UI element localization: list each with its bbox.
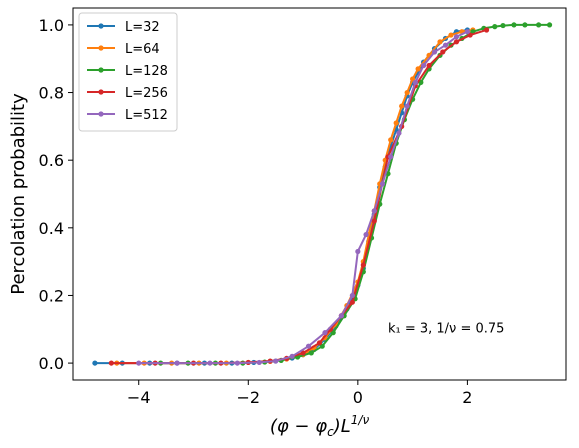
data-point xyxy=(388,137,394,143)
data-point xyxy=(464,29,470,35)
data-point xyxy=(440,49,446,55)
x-tick-label: −4 xyxy=(127,388,151,407)
data-point xyxy=(92,360,98,366)
data-point xyxy=(136,360,142,366)
x-axis-label: (φ − φc)L1/ν xyxy=(270,413,370,439)
plot-frame xyxy=(72,7,567,381)
data-point xyxy=(349,292,355,299)
data-point xyxy=(371,208,377,214)
legend-swatch-marker xyxy=(98,45,104,51)
data-point xyxy=(415,66,421,72)
data-point xyxy=(360,262,366,268)
legend-swatch-marker xyxy=(98,67,104,73)
data-point xyxy=(363,231,369,238)
legend-entry: L=128 xyxy=(87,64,168,79)
data-point xyxy=(492,24,498,30)
y-tick-label: 0.8 xyxy=(39,84,64,103)
data-point xyxy=(234,360,240,366)
data-point xyxy=(355,248,361,255)
legend-box xyxy=(78,12,178,132)
x-tick-label: 2 xyxy=(462,388,472,407)
legend-label: L=128 xyxy=(125,64,168,79)
y-tick-label: 0.0 xyxy=(39,354,64,373)
data-point xyxy=(273,358,279,364)
legend-swatch-marker xyxy=(98,89,104,95)
data-point xyxy=(442,42,449,48)
series-l-512 xyxy=(136,29,470,366)
data-point xyxy=(371,218,377,224)
data-point xyxy=(289,353,295,359)
data-point xyxy=(453,34,460,40)
legend-label: L=256 xyxy=(125,86,168,101)
data-point xyxy=(404,103,410,109)
legend-entry: L=32 xyxy=(87,20,160,35)
legend-swatch-marker xyxy=(98,23,104,29)
data-point xyxy=(483,27,490,33)
data-point xyxy=(108,360,114,366)
series-l-128 xyxy=(158,22,553,366)
y-tick-label: 1.0 xyxy=(39,16,64,35)
parameter-annotation: k₁ = 3, 1/ν = 0.75 xyxy=(388,322,504,337)
y-tick-label: 0.6 xyxy=(39,151,64,170)
data-point xyxy=(308,350,314,356)
data-point xyxy=(388,154,394,160)
data-point xyxy=(305,343,312,349)
data-point xyxy=(338,313,345,319)
data-point xyxy=(300,350,306,356)
data-point xyxy=(316,340,323,346)
y-tick-label: 0.2 xyxy=(39,286,64,305)
legend-label: L=64 xyxy=(125,42,160,57)
data-point xyxy=(349,299,355,305)
y-tick-label: 0.4 xyxy=(39,219,64,238)
legend-entry: L=256 xyxy=(87,86,168,101)
data-point xyxy=(256,359,262,366)
data-point xyxy=(453,39,460,45)
data-point xyxy=(174,360,180,366)
data-point xyxy=(404,89,410,96)
data-point xyxy=(420,62,427,69)
legend-entry: L=512 xyxy=(87,108,168,123)
data-point xyxy=(426,62,432,69)
data-point xyxy=(379,181,386,187)
data-point xyxy=(412,79,418,85)
data-point xyxy=(399,103,405,109)
data-point xyxy=(511,22,517,28)
x-tick-label: −2 xyxy=(236,388,260,407)
legend-swatch-marker xyxy=(98,111,104,117)
legend-label: L=32 xyxy=(125,20,160,35)
data-point xyxy=(500,22,506,29)
axis-ticks: −4 −2 0 2 0.0 0.2 0.4 0.6 0.8 1.0 xyxy=(39,16,473,407)
data-point xyxy=(536,22,542,28)
data-point xyxy=(322,330,328,336)
data-point xyxy=(393,120,399,126)
plot-data-layer xyxy=(92,22,553,366)
legend-entry: L=64 xyxy=(87,42,160,57)
data-point xyxy=(448,32,454,38)
data-point xyxy=(207,360,213,366)
y-axis-label: Percolation probability xyxy=(8,93,29,295)
data-point xyxy=(522,22,528,28)
series-line xyxy=(138,30,468,365)
legend: L=32 L=64 L=128 L=256 L=512 xyxy=(78,12,178,132)
data-point xyxy=(396,130,402,136)
legend-label: L=512 xyxy=(125,108,168,123)
series-line xyxy=(160,23,550,365)
data-point xyxy=(546,22,553,28)
data-point xyxy=(437,39,443,45)
data-point xyxy=(431,49,438,55)
x-tick-label: 0 xyxy=(353,388,363,407)
